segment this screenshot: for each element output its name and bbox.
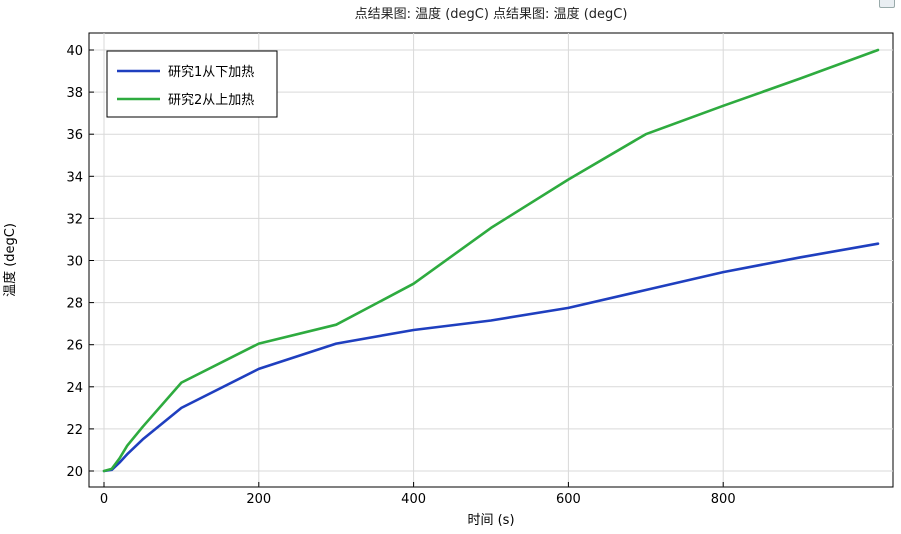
y-axis-label: 温度 (degC) (2, 223, 18, 297)
x-tick-label: 200 (246, 492, 271, 507)
y-tick-label: 40 (66, 44, 83, 59)
axis-ticks: 0 200 400 600 800 20 22 24 26 28 30 32 34 36 38 40 (66, 44, 735, 507)
x-axis-label: 时间 (s) (467, 513, 514, 528)
y-tick-label: 30 (66, 255, 83, 270)
x-tick-label: 800 (711, 492, 736, 507)
y-tick-label: 38 (66, 86, 83, 101)
y-tick-label: 22 (66, 423, 83, 438)
series-line-2 (102, 48, 880, 473)
y-tick-label: 24 (66, 381, 83, 396)
y-tick-label: 26 (66, 339, 83, 354)
legend-label-2: 研究2从上加热 (168, 93, 254, 108)
chart-title: 点结果图: 温度 (degC) 点结果图: 温度 (degC) (355, 6, 628, 22)
x-tick-label: 0 (100, 492, 108, 507)
y-tick-label: 36 (66, 128, 83, 143)
series-line-1 (102, 242, 880, 473)
x-tick-label: 400 (401, 492, 426, 507)
x-tick-label: 600 (556, 492, 581, 507)
y-tick-label: 34 (66, 170, 83, 185)
window-corner-icon[interactable] (879, 0, 895, 8)
y-tick-label: 28 (66, 297, 83, 312)
y-tick-label: 32 (66, 212, 83, 227)
legend-box (106, 50, 278, 118)
y-tick-label: 20 (66, 465, 83, 480)
grid (89, 33, 893, 487)
series-layer (102, 48, 880, 473)
legend-label-1: 研究1从下加热 (168, 65, 254, 80)
